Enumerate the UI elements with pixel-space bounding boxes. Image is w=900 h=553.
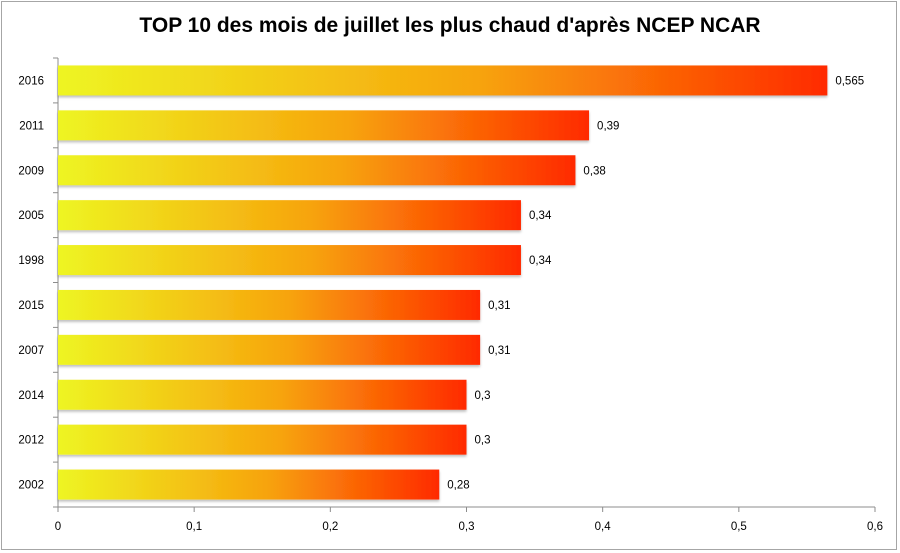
bar-2012 — [58, 424, 467, 455]
data-label: 0,3 — [475, 435, 491, 447]
y-category-label: 2012 — [18, 435, 44, 447]
chart-title: TOP 10 des mois de juillet les plus chau… — [139, 14, 761, 37]
bar-2016 — [58, 65, 828, 96]
data-label: 0,31 — [488, 345, 510, 357]
bar-2014 — [58, 379, 467, 410]
y-category-label: 2007 — [18, 345, 44, 357]
bar-2007 — [58, 334, 481, 365]
data-label: 0,31 — [488, 300, 510, 312]
y-category-label: 1998 — [18, 255, 44, 267]
x-tick-label: 0 — [55, 521, 61, 533]
x-tick-label: 0,4 — [595, 521, 612, 533]
y-category-label: 2009 — [18, 165, 44, 177]
y-category-label: 2014 — [18, 390, 44, 402]
x-tick-label: 0,1 — [186, 521, 202, 533]
bar-1998 — [58, 245, 521, 276]
bar-2015 — [58, 289, 481, 320]
bar-2009 — [58, 155, 576, 186]
data-label: 0,39 — [597, 120, 619, 132]
data-label: 0,34 — [529, 255, 552, 267]
y-category-label: 2015 — [18, 300, 44, 312]
x-tick-label: 0,6 — [867, 521, 883, 533]
y-category-label: 2011 — [19, 120, 44, 132]
bar-2005 — [58, 200, 521, 231]
bar-2011 — [58, 110, 590, 141]
y-category-label: 2005 — [18, 210, 44, 222]
x-tick-label: 0,2 — [322, 521, 338, 533]
y-category-label: 2002 — [18, 480, 44, 492]
bar-2002 — [58, 469, 440, 500]
x-tick-label: 0,3 — [459, 521, 475, 533]
data-label: 0,3 — [475, 390, 491, 402]
data-label: 0,28 — [447, 480, 469, 492]
y-category-label: 2016 — [18, 75, 44, 87]
x-tick-label: 0,5 — [731, 521, 747, 533]
data-label: 0,565 — [835, 75, 864, 87]
data-label: 0,34 — [529, 210, 552, 222]
data-label: 0,38 — [583, 165, 605, 177]
